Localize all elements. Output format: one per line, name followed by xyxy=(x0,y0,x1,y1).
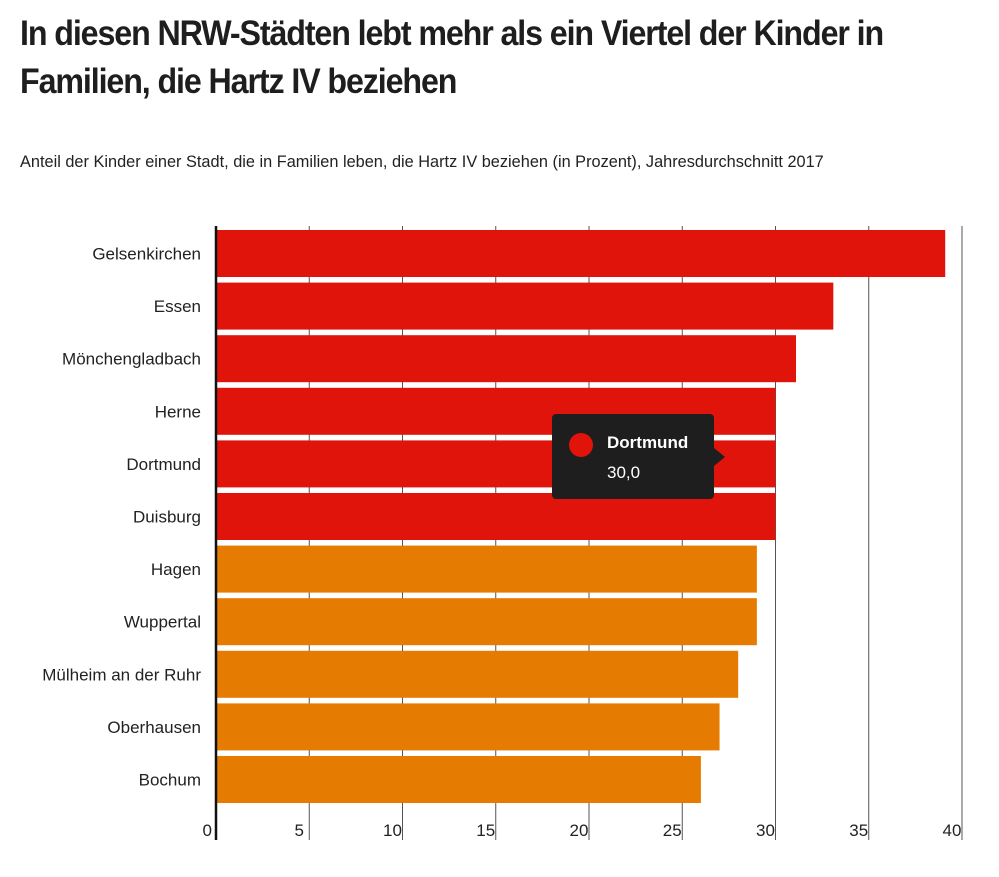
tick-label: 10 xyxy=(383,821,402,840)
bar[interactable] xyxy=(216,230,946,277)
category-labels: Gelsenkirchen Essen Mönchengladbach Herne Do… xyxy=(42,245,201,790)
category-label: Hagen xyxy=(151,560,201,579)
category-label: Oberhausen xyxy=(107,718,201,737)
category-label: Mülheim an der Ruhr xyxy=(42,665,201,684)
bar[interactable] xyxy=(216,650,739,698)
category-label: Duisburg xyxy=(133,508,201,527)
category-label: Wuppertal xyxy=(124,613,201,632)
tick-label: 20 xyxy=(570,821,589,840)
tooltip-category: Dortmund xyxy=(607,433,689,452)
chart-title: In diesen NRW-Städten lebt mehr als ein … xyxy=(20,14,884,101)
category-label: Gelsenkirchen xyxy=(92,245,201,264)
bar[interactable] xyxy=(216,493,776,540)
category-label: Herne xyxy=(155,402,201,421)
tooltip: Dortmund 30,0 xyxy=(552,414,725,499)
bars xyxy=(216,230,946,803)
tooltip-color-dot xyxy=(569,433,593,457)
category-label: Essen xyxy=(154,297,201,316)
category-label: Mönchengladbach xyxy=(62,350,201,369)
tick-label: 0 xyxy=(203,821,212,840)
tick-label: 35 xyxy=(849,821,868,840)
tick-label: 30 xyxy=(756,821,775,840)
bar[interactable] xyxy=(216,335,797,383)
bar[interactable] xyxy=(216,756,701,803)
tick-label: 15 xyxy=(476,821,495,840)
tick-label: 25 xyxy=(663,821,682,840)
chart-subtitle: Anteil der Kinder einer Stadt, die in Fa… xyxy=(20,152,824,171)
bar[interactable] xyxy=(216,282,834,330)
tick-label: 5 xyxy=(295,821,304,840)
tooltip-value: 30,0 xyxy=(607,463,641,482)
bar[interactable] xyxy=(216,545,757,593)
tick-label: 40 xyxy=(943,821,962,840)
category-label: Dortmund xyxy=(126,455,201,474)
category-label: Bochum xyxy=(139,771,201,790)
bar[interactable] xyxy=(216,598,757,646)
x-axis-ticks: 0 5 10 15 20 25 30 35 40 xyxy=(203,821,962,840)
bar[interactable] xyxy=(216,703,720,751)
